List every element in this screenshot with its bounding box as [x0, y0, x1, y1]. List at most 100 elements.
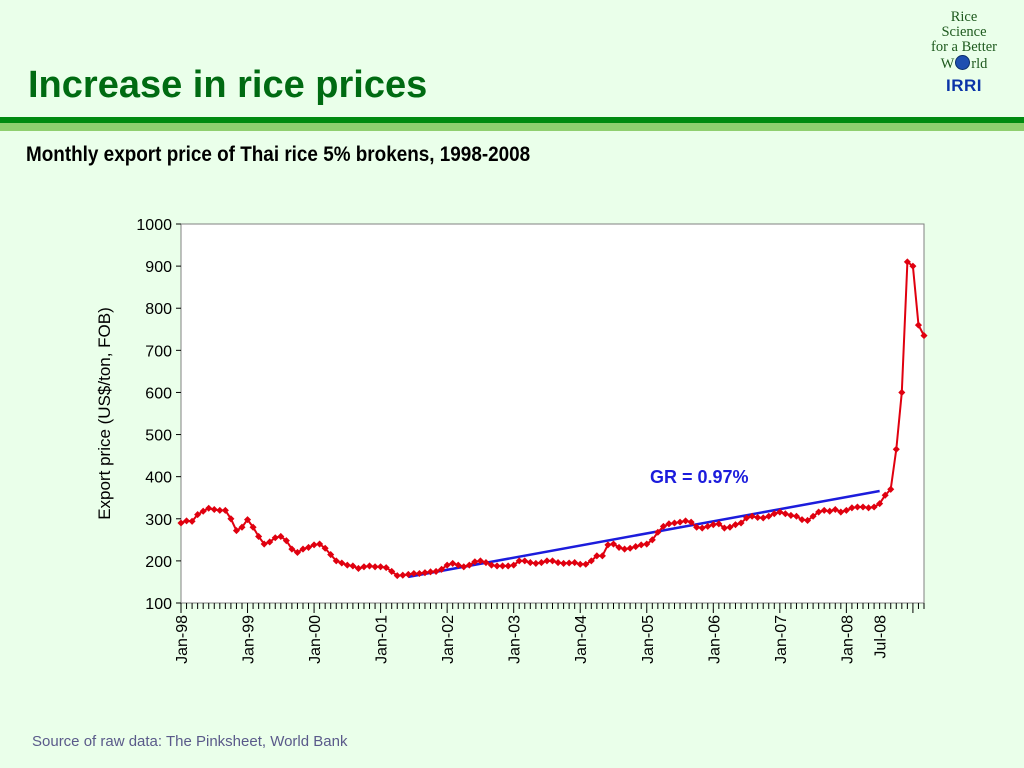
price-point: [731, 521, 740, 529]
price-point: [709, 521, 717, 529]
price-point: [410, 569, 418, 578]
price-point: [393, 572, 401, 580]
price-point: [321, 544, 329, 552]
price-point: [521, 557, 529, 565]
price-point: [438, 565, 446, 573]
price-point: [859, 503, 867, 511]
price-point: [205, 504, 213, 512]
price-point: [643, 540, 651, 548]
price-point: [443, 561, 451, 569]
price-point: [604, 541, 612, 549]
x-tick-label: Jan-07: [773, 615, 790, 664]
x-tick-label: Jul-08: [873, 615, 890, 659]
price-point: [354, 564, 362, 573]
price-point: [682, 517, 690, 525]
price-point: [920, 332, 928, 340]
price-point: [377, 563, 385, 571]
price-point: [770, 510, 778, 518]
price-point: [365, 562, 374, 570]
price-point: [532, 559, 540, 567]
x-tick-label: Jan-98: [174, 615, 191, 664]
price-point: [548, 557, 557, 565]
y-tick-label: 100: [145, 596, 172, 613]
price-point: [271, 534, 279, 542]
price-point: [737, 519, 745, 527]
price-point: [565, 559, 573, 567]
price-point: [332, 557, 340, 565]
price-point: [471, 558, 479, 566]
price-point: [260, 540, 268, 548]
source-note: Source of raw data: The Pinksheet, World…: [32, 733, 348, 750]
slide-title: Increase in rice prices: [28, 64, 428, 106]
price-point: [831, 505, 839, 514]
price-point: [876, 500, 884, 508]
price-point: [227, 515, 235, 523]
price-point: [249, 523, 257, 531]
y-tick-label: 400: [145, 470, 172, 487]
price-point: [510, 561, 518, 569]
price-point: [304, 543, 313, 551]
price-point: [293, 548, 301, 557]
price-point: [343, 561, 351, 569]
price-point: [815, 508, 823, 516]
x-tick-label: Jan-99: [241, 615, 258, 664]
price-point: [266, 538, 274, 546]
logo-line-1: Rice: [950, 9, 978, 25]
price-point: [704, 522, 712, 530]
price-point: [776, 508, 784, 516]
y-tick-label: 900: [145, 259, 172, 276]
y-tick-label: 300: [145, 512, 172, 529]
price-point: [537, 559, 545, 567]
y-axis-label: Export price (US$/ton, FOB): [95, 307, 114, 520]
x-tick-label: Jan-08: [839, 615, 856, 664]
price-point: [454, 561, 462, 569]
y-tick-label: 1000: [136, 217, 172, 234]
price-point: [698, 524, 706, 532]
price-point: [515, 557, 523, 565]
price-point: [715, 520, 723, 528]
price-point: [621, 545, 629, 553]
price-point: [277, 532, 285, 540]
price-point: [238, 523, 246, 531]
price-point: [571, 559, 579, 567]
price-point: [316, 540, 324, 548]
price-point: [593, 552, 601, 560]
price-point: [543, 557, 551, 565]
price-point: [282, 537, 290, 545]
price-point: [183, 517, 191, 525]
price-point: [654, 528, 662, 536]
globe-icon: [955, 55, 971, 70]
price-point: [798, 516, 806, 524]
chart-subtitle: Monthly export price of Thai rice 5% bro…: [26, 143, 531, 166]
price-point: [676, 518, 684, 526]
price-point: [781, 510, 789, 518]
price-point: [903, 258, 911, 266]
price-point: [349, 562, 357, 570]
price-point: [255, 532, 263, 540]
price-point: [476, 557, 484, 565]
price-point: [449, 559, 457, 567]
x-tick-label: Jan-06: [706, 615, 723, 664]
x-tick-label: Jan-02: [440, 615, 457, 664]
price-point: [177, 519, 185, 527]
price-point: [693, 523, 701, 531]
price-point: [465, 561, 473, 569]
price-point: [188, 517, 196, 525]
price-point: [526, 559, 534, 567]
price-point: [726, 523, 734, 531]
price-point: [587, 557, 595, 565]
price-point: [299, 545, 307, 553]
price-point: [670, 519, 679, 527]
price-point: [371, 563, 379, 571]
price-point: [244, 516, 252, 524]
price-point: [720, 524, 728, 532]
price-point: [194, 511, 202, 519]
x-tick-label: Jan-05: [640, 615, 657, 664]
price-point: [499, 562, 507, 570]
price-point: [415, 569, 423, 578]
logo-w: W: [940, 56, 955, 72]
y-tick-label: 500: [145, 428, 172, 445]
price-point: [743, 514, 751, 522]
price-point: [626, 544, 634, 552]
